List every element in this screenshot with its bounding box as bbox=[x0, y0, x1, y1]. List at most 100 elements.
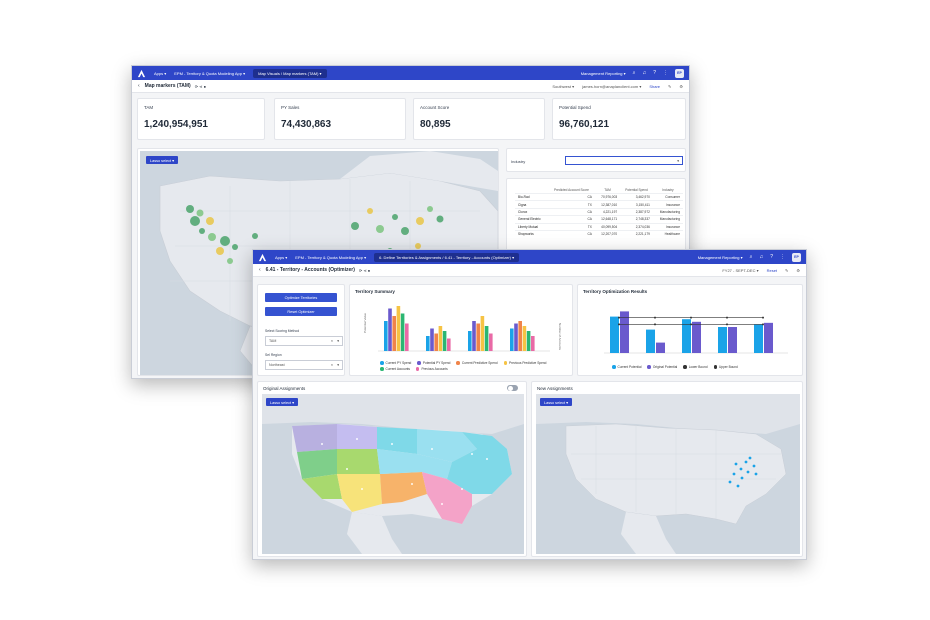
territory-regions[interactable] bbox=[292, 424, 512, 524]
lower-bound-point bbox=[690, 323, 692, 326]
original-assignments-title: Original Assignments bbox=[263, 386, 306, 391]
result-bar bbox=[754, 324, 763, 353]
lower-bound-point bbox=[762, 323, 764, 326]
back-arrow-icon[interactable]: ‹ bbox=[259, 267, 261, 273]
table-row[interactable]: Clorox CA 4,221,197 2,387,972 Manufacturing bbox=[515, 207, 683, 216]
table-row[interactable]: General Electric CA 12,648,171 2,748,337 Man… bbox=[515, 215, 683, 223]
lasso-select-button[interactable]: Lasso select ▾ bbox=[540, 398, 573, 406]
table-row[interactable]: Bio-Rad CA 70,976,003 3,462,970 Consumer bbox=[515, 192, 683, 201]
front-management-reporting[interactable]: Management Reporting ▾ bbox=[697, 254, 743, 260]
table-row[interactable]: Liberty Mutual TX 40,099,504 2,374,036 Insur… bbox=[515, 222, 683, 231]
legend-item[interactable]: Original Potential bbox=[647, 365, 677, 369]
help-icon[interactable]: ? bbox=[653, 70, 656, 76]
legend-item[interactable]: Previous Predictive Spend bbox=[503, 361, 546, 365]
front-crumb-app[interactable]: EPM - Territory & Quota Modeling App ▾ bbox=[295, 254, 367, 260]
period-selector[interactable]: FY27 - SEPT-DEC ▾ bbox=[722, 267, 759, 273]
region-selector[interactable]: Southwest ▾ bbox=[552, 83, 575, 89]
legend-swatch bbox=[503, 361, 508, 365]
toggle-switch[interactable] bbox=[507, 385, 518, 391]
table-header[interactable]: TAM bbox=[604, 188, 611, 192]
grid-icon[interactable]: ⋮ bbox=[780, 254, 785, 260]
result-bar bbox=[692, 321, 701, 353]
table-cell: 2,387,972 bbox=[620, 207, 653, 216]
anaplan-logo-icon[interactable] bbox=[258, 253, 267, 262]
legend-item[interactable]: Current PY Spend bbox=[380, 361, 411, 365]
apps-menu[interactable]: Apps ▾ bbox=[154, 70, 167, 76]
result-bar bbox=[610, 316, 619, 353]
upper-bound-point bbox=[690, 316, 692, 319]
table-cell: Cigna bbox=[515, 200, 548, 209]
legend-label: Original Potential bbox=[652, 365, 678, 369]
reset-link[interactable]: Reset bbox=[766, 267, 778, 273]
back-crumb-page[interactable]: Map Visuals / Map markers (TAM) ▾ bbox=[253, 68, 327, 78]
account-markers[interactable] bbox=[321, 438, 488, 505]
scoring-method-select[interactable]: TAM × ▾ bbox=[265, 336, 343, 346]
table-header[interactable]: Predicted Account Score bbox=[553, 188, 589, 192]
result-bar bbox=[718, 327, 727, 353]
search-icon[interactable]: ⌕ bbox=[749, 254, 753, 260]
map-markers[interactable] bbox=[186, 205, 444, 319]
share-button[interactable]: Share bbox=[649, 83, 661, 89]
edit-icon[interactable]: ✎ bbox=[668, 83, 672, 89]
reset-optimizer-button[interactable]: Reset Optimizer bbox=[265, 307, 337, 316]
page-actions-icon[interactable]: ⟳ ⋖ ● bbox=[358, 267, 371, 273]
new-account-markers[interactable] bbox=[728, 456, 758, 488]
legend-item[interactable]: Upper Bound bbox=[713, 365, 738, 369]
legend-item[interactable]: Lower Bound bbox=[683, 365, 708, 369]
avatar[interactable]: EP bbox=[792, 252, 801, 262]
table-cell: Manufacturing bbox=[652, 215, 683, 223]
table-header[interactable]: Industry bbox=[662, 188, 674, 192]
table-row[interactable]: Cigna TX 12,387,010 3,150,411 Insurance bbox=[515, 200, 683, 209]
user-selector[interactable]: james.horn@anaplanclient.com ▾ bbox=[582, 83, 642, 89]
avatar[interactable]: EP bbox=[675, 68, 684, 78]
summary-bar bbox=[438, 326, 443, 351]
legend-swatch bbox=[456, 361, 460, 365]
summary-bar bbox=[468, 331, 472, 351]
table-cell: TX bbox=[547, 200, 595, 209]
controls-card: Optimize Territories Reset Optimizer Sel… bbox=[257, 284, 345, 376]
back-management-reporting[interactable]: Management Reporting ▾ bbox=[580, 70, 626, 76]
table-header-row: Predicted Account Score TAM Potential Sp… bbox=[515, 187, 683, 194]
lasso-select-button[interactable]: Lasso select ▾ bbox=[266, 398, 299, 406]
table-cell: 12,648,171 bbox=[594, 215, 621, 223]
anaplan-logo-icon[interactable] bbox=[137, 69, 146, 78]
legend-item[interactable]: Current Accounts bbox=[380, 367, 410, 371]
settings-icon[interactable]: ⚙ bbox=[679, 83, 683, 89]
help-icon[interactable]: ? bbox=[770, 254, 773, 260]
table-cell: CA bbox=[547, 192, 595, 201]
territory-summary-card: Territory Summary Potential Value Number … bbox=[349, 284, 573, 376]
legend-item[interactable]: Current Predictive Spend bbox=[456, 361, 498, 365]
region-label: Sel Region bbox=[265, 353, 282, 357]
summary-bar bbox=[392, 316, 396, 351]
table-cell: CA bbox=[547, 215, 595, 223]
edit-icon[interactable]: ✎ bbox=[785, 267, 789, 273]
table-cell: Manufacturing bbox=[652, 207, 683, 216]
page-actions-icon[interactable]: ⟳ ⋖ ● bbox=[194, 83, 207, 89]
back-topbar: Apps ▾ EPM - Territory & Quota Modeling … bbox=[132, 66, 689, 80]
legend-swatch bbox=[380, 367, 384, 371]
optimize-territories-button[interactable]: Optimize Territories bbox=[265, 293, 337, 302]
back-arrow-icon[interactable]: ‹ bbox=[138, 83, 140, 89]
legend-item[interactable]: Potential PY Spend bbox=[417, 361, 450, 365]
table-cell: Consumer bbox=[652, 192, 683, 201]
summary-bar bbox=[384, 321, 388, 351]
industry-select[interactable]: ▾ bbox=[565, 156, 683, 165]
legend-item[interactable]: Previous Accounts bbox=[415, 367, 448, 371]
new-assignments-map[interactable]: Lasso select ▾ bbox=[536, 394, 800, 554]
legend-swatch bbox=[647, 365, 651, 369]
apps-menu[interactable]: Apps ▾ bbox=[275, 254, 288, 260]
grid-icon[interactable]: ⋮ bbox=[663, 70, 668, 76]
search-icon[interactable]: ⌕ bbox=[632, 70, 636, 76]
front-crumb-page[interactable]: 6. Define Territories & Assignments / 6.… bbox=[374, 252, 520, 262]
lasso-select-button[interactable]: Lasso select ▾ bbox=[146, 156, 179, 164]
bell-icon[interactable]: ♫ bbox=[759, 254, 764, 260]
table-row[interactable]: Shopworks CA 12,207,070 2,221,179 Healthcare bbox=[515, 229, 683, 238]
back-crumb-app[interactable]: EPM - Territory & Quota Modeling App ▾ bbox=[174, 70, 246, 76]
region-select[interactable]: Northeast × ▾ bbox=[265, 360, 343, 370]
legend-item[interactable]: Current Potential bbox=[612, 365, 641, 369]
original-assignments-map[interactable]: Lasso select ▾ bbox=[262, 394, 524, 554]
legend-swatch bbox=[380, 361, 384, 365]
table-header[interactable]: Potential Spend bbox=[625, 188, 648, 192]
settings-icon[interactable]: ⚙ bbox=[796, 267, 800, 273]
bell-icon[interactable]: ♫ bbox=[642, 70, 647, 76]
